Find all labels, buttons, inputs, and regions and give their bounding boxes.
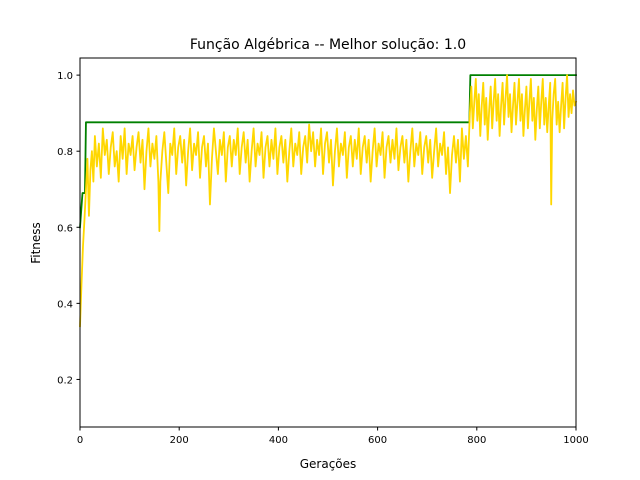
chart-title: Função Algébrica -- Melhor solução: 1.0 bbox=[190, 37, 466, 53]
y-tick-label: 1.0 bbox=[57, 71, 73, 82]
y-tick-label: 0.8 bbox=[57, 147, 73, 158]
x-tick-label: 1000 bbox=[563, 435, 588, 446]
plot-area bbox=[79, 57, 578, 428]
x-axis: 0 200 400 600 800 1000 bbox=[77, 427, 589, 446]
x-tick-label: 800 bbox=[467, 435, 486, 446]
y-axis-label: Fitness bbox=[29, 222, 43, 264]
x-tick-label: 200 bbox=[170, 435, 189, 446]
series-line-population bbox=[79, 74, 578, 328]
series-line-best bbox=[79, 74, 577, 229]
series-layer bbox=[79, 74, 578, 328]
y-tick-label: 0.6 bbox=[57, 223, 73, 234]
x-tick-label: 600 bbox=[368, 435, 387, 446]
x-tick-label: 400 bbox=[269, 435, 288, 446]
plot-frame bbox=[79, 57, 577, 428]
x-tick-label: 0 bbox=[77, 435, 83, 446]
y-tick-label: 0.4 bbox=[57, 299, 73, 310]
x-axis-label: Gerações bbox=[300, 457, 357, 471]
y-tick-label: 0.2 bbox=[57, 375, 73, 386]
y-axis: 0.2 0.4 0.6 0.8 1.0 bbox=[57, 71, 80, 386]
